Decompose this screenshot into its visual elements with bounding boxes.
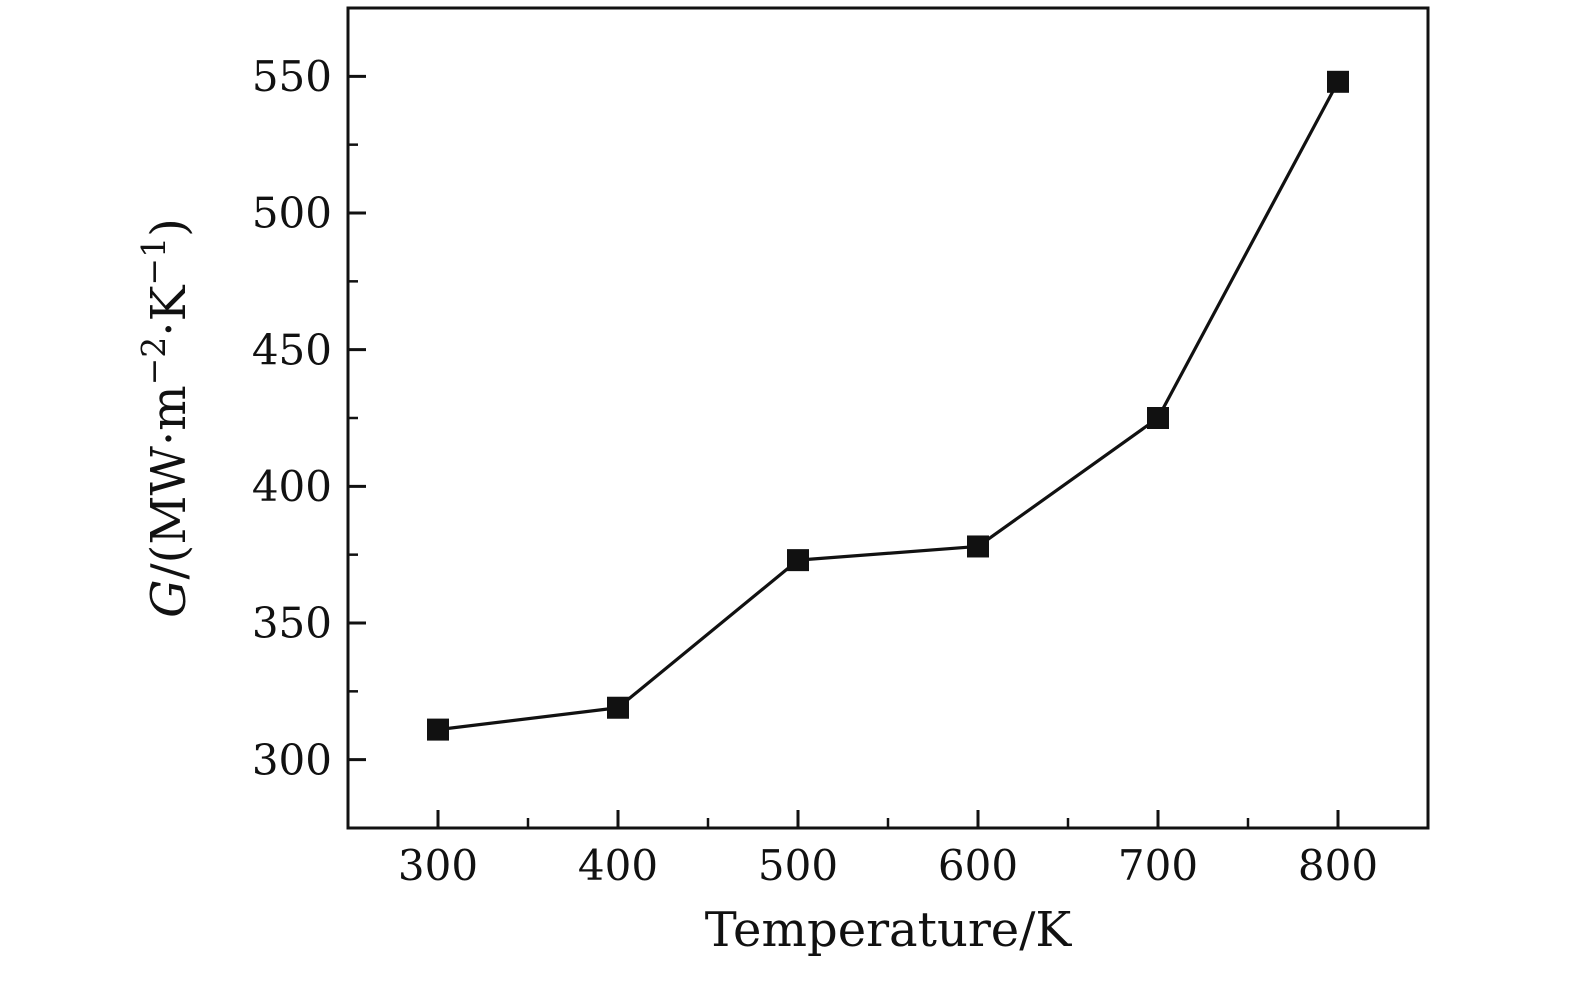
y-axis-label: G/(MW·m−2·K−1)	[134, 218, 197, 618]
y-tick-label: 500	[252, 189, 332, 238]
x-tick-label: 400	[578, 841, 658, 890]
data-point-marker	[787, 549, 809, 572]
x-tick-label: 600	[938, 841, 1018, 890]
plot-frame	[346, 6, 1430, 830]
x-tick-label: 700	[1118, 841, 1198, 890]
data-point-marker	[427, 718, 449, 741]
data-point-marker	[1147, 407, 1169, 429]
data-line	[437, 81, 1340, 732]
y-tick-label: 350	[252, 599, 332, 648]
x-tick-label: 500	[758, 841, 838, 890]
x-axis-label: Temperature/K	[705, 902, 1073, 958]
y-tick-label: 400	[252, 462, 332, 511]
data-point-marker	[607, 696, 629, 719]
x-tick-label: 800	[1298, 841, 1378, 890]
x-tick-label: 300	[398, 841, 478, 890]
data-point-marker	[967, 535, 989, 558]
y-tick-label: 450	[252, 325, 332, 374]
y-tick-label: 300	[252, 735, 332, 784]
y-tick-label: 550	[252, 52, 332, 101]
data-point-marker	[1327, 70, 1349, 93]
